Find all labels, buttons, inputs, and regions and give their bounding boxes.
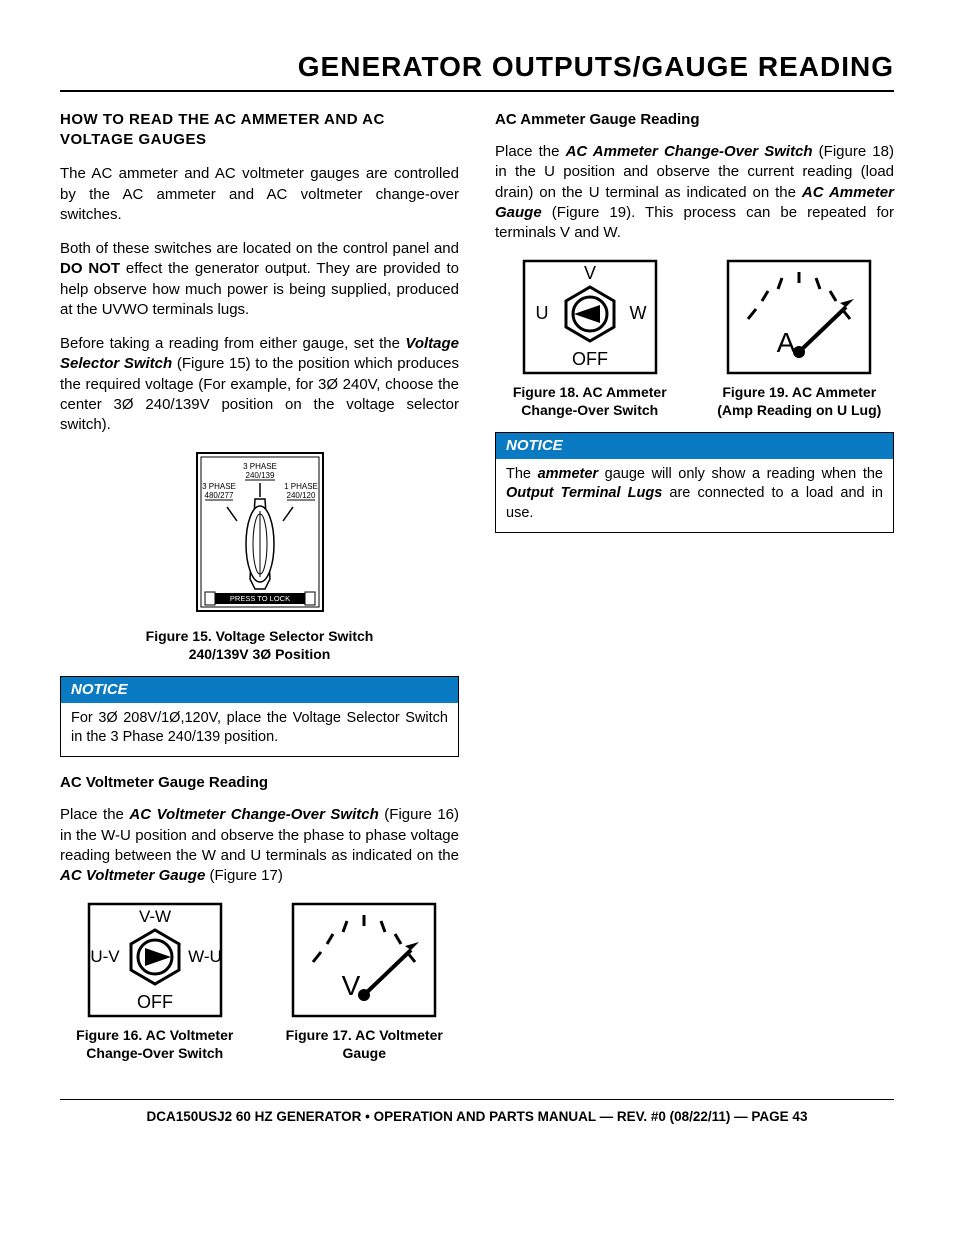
content-columns: HOW TO READ THE AC AMMETER AND AC VOLTAG… [60, 110, 894, 1069]
fig16-17-row: V-W U-V W-U OFF Figure 16. AC VoltmeterC… [60, 900, 459, 1062]
fig15-cap1: Figure 15. Voltage Selector Switch [146, 628, 374, 644]
fig15-container: 3 PHASE 240/139 3 PHASE 480/277 1 PHASE … [60, 449, 459, 619]
footer-text: DCA150USJ2 60 HZ GENERATOR • OPERATION A… [60, 1108, 894, 1126]
left-p4: Place the AC Voltmeter Change-Over Switc… [60, 805, 459, 886]
voltmeter-gauge-diagram: V [289, 900, 439, 1020]
ammeter-changeover-switch-diagram: V U W OFF [520, 257, 660, 377]
fig18-left: U [535, 303, 548, 323]
fig19-caption: Figure 19. AC Ammeter(Amp Reading on U L… [705, 383, 895, 419]
notice2-header: NOTICE [496, 433, 893, 459]
left-column: HOW TO READ THE AC AMMETER AND AC VOLTAG… [60, 110, 459, 1069]
right-p1: Place the AC Ammeter Change-Over Switch … [495, 142, 894, 243]
left-p2: Both of these switches are located on th… [60, 239, 459, 320]
svg-text:480/277: 480/277 [204, 491, 233, 500]
fig17-cell: V Figure 17. AC VoltmeterGauge [270, 900, 460, 1062]
svg-text:1 PHASE: 1 PHASE [284, 482, 318, 491]
fig15-cap2: 240/139V 3Ø Position [189, 646, 331, 662]
fig15-caption: Figure 15. Voltage Selector Switch 240/1… [60, 627, 459, 663]
page-title: GENERATOR OUTPUTS/GAUGE READING [60, 48, 894, 86]
fig18-19-row: V U W OFF Figure 18. AC AmmeterChange-Ov… [495, 257, 894, 419]
fig17-caption: Figure 17. AC VoltmeterGauge [270, 1026, 460, 1062]
p4a: Place the [60, 806, 129, 823]
fig18-right: W [629, 303, 646, 323]
p3a: Before taking a reading from either gaug… [60, 335, 405, 352]
rp1c: (Figure 19). This process can be repeate… [495, 204, 894, 241]
notice1-header: NOTICE [61, 677, 458, 703]
fig18-cell: V U W OFF Figure 18. AC AmmeterChange-Ov… [495, 257, 685, 419]
notice2-body: The ammeter gauge will only show a readi… [496, 459, 893, 532]
svg-text:3 PHASE: 3 PHASE [202, 482, 236, 491]
p2b: effect the generator output. They are pr… [60, 260, 459, 318]
fig16-left: U-V [90, 947, 120, 966]
fig18-bottom: OFF [572, 349, 608, 369]
notice-box-2: NOTICE The ammeter gauge will only show … [495, 432, 894, 533]
svg-text:240/139: 240/139 [245, 471, 274, 480]
footer-rule [60, 1099, 894, 1100]
fig19-cell: A Figure 19. AC Ammeter(Amp Reading on U… [705, 257, 895, 419]
rp1a: Place the [495, 143, 566, 160]
svg-text:240/120: 240/120 [286, 491, 315, 500]
notice-box-1: NOTICE For 3Ø 208V/1Ø,120V, place the Vo… [60, 676, 459, 757]
voltage-selector-switch-diagram: 3 PHASE 240/139 3 PHASE 480/277 1 PHASE … [175, 449, 345, 619]
ammeter-gauge-diagram: A [724, 257, 874, 377]
right-column: AC Ammeter Gauge Reading Place the AC Am… [495, 110, 894, 1069]
left-heading: HOW TO READ THE AC AMMETER AND AC VOLTAG… [60, 110, 459, 151]
svg-text:3 PHASE: 3 PHASE [243, 462, 277, 471]
svg-text:PRESS TO LOCK: PRESS TO LOCK [229, 594, 289, 603]
fig16-cell: V-W U-V W-U OFF Figure 16. AC VoltmeterC… [60, 900, 250, 1062]
fig17-letter: V [342, 970, 361, 1001]
p4c: (Figure 17) [205, 867, 283, 884]
left-p3: Before taking a reading from either gaug… [60, 334, 459, 435]
title-rule [60, 90, 894, 92]
fig18-top: V [584, 263, 596, 283]
notice1-body: For 3Ø 208V/1Ø,120V, place the Voltage S… [61, 703, 458, 756]
fig19-letter: A [777, 327, 796, 358]
fig16-bottom: OFF [137, 992, 173, 1012]
p4bi: AC Voltmeter Change-Over Switch [129, 806, 378, 823]
p4bi2: AC Voltmeter Gauge [60, 867, 205, 884]
voltmeter-changeover-switch-diagram: V-W U-V W-U OFF [85, 900, 225, 1020]
right-heading: AC Ammeter Gauge Reading [495, 110, 894, 130]
left-p1: The AC ammeter and AC voltmeter gauges a… [60, 164, 459, 225]
fig18-caption: Figure 18. AC AmmeterChange-Over Switch [495, 383, 685, 419]
fig16-caption: Figure 16. AC VoltmeterChange-Over Switc… [60, 1026, 250, 1062]
fig16-top: V-W [139, 907, 171, 926]
fig16-right: W-U [188, 947, 222, 966]
rp1bi: AC Ammeter Change-Over Switch [566, 143, 813, 160]
voltmeter-subheading: AC Voltmeter Gauge Reading [60, 773, 459, 793]
p2-bold: DO NOT [60, 260, 120, 277]
p2a: Both of these switches are located on th… [60, 240, 459, 257]
